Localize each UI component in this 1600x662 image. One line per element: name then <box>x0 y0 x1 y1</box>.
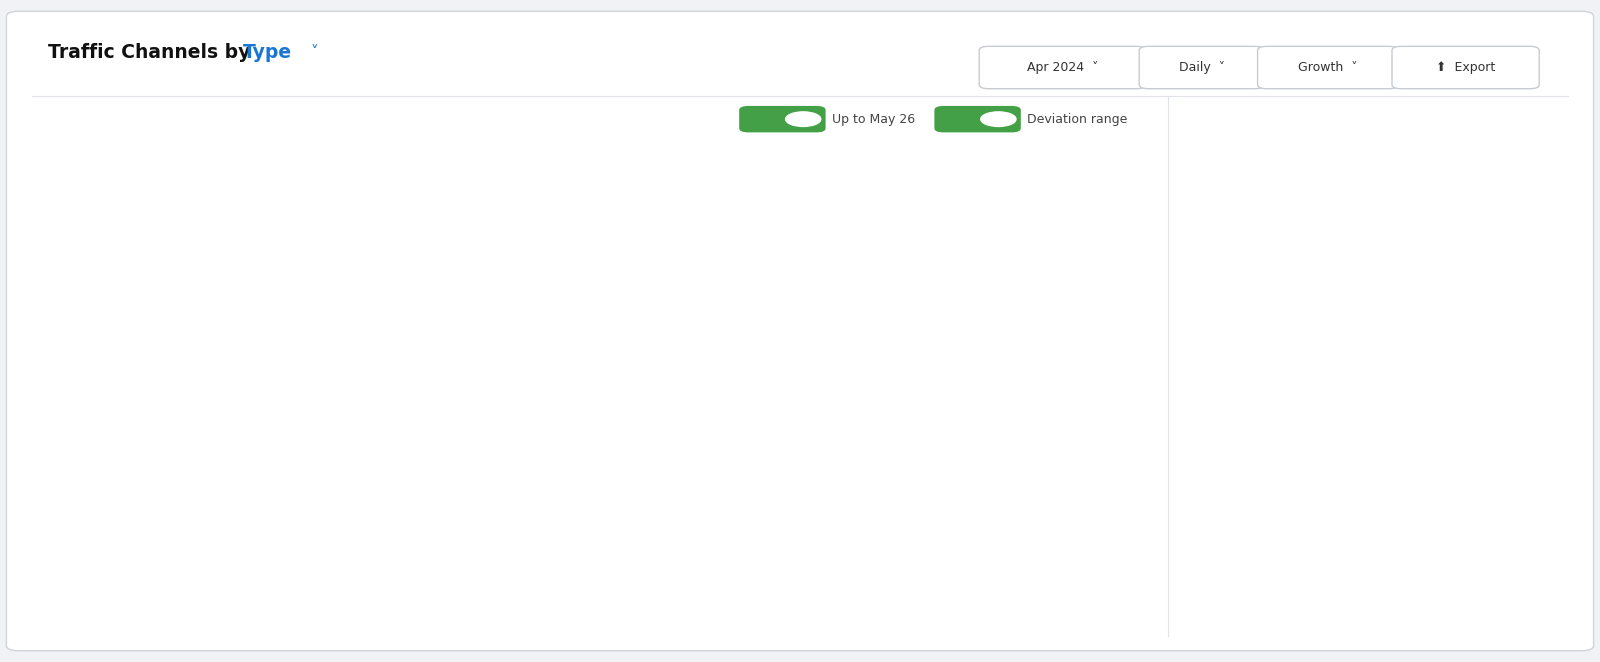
Circle shape <box>786 112 821 126</box>
Text: Paid Search: Paid Search <box>1240 333 1322 347</box>
Text: ˅: ˅ <box>310 46 318 60</box>
Text: ✓: ✓ <box>1202 283 1210 293</box>
Bar <box>1563 113 1568 132</box>
Text: 1.35%: 1.35% <box>1402 386 1446 400</box>
Text: 56.73%: 56.73% <box>1394 175 1446 189</box>
FancyBboxPatch shape <box>1392 46 1539 89</box>
Text: 4%: 4% <box>1424 228 1446 242</box>
FancyBboxPatch shape <box>739 106 826 132</box>
Text: 2.2M: 2.2M <box>1539 492 1573 506</box>
FancyBboxPatch shape <box>1187 219 1224 251</box>
Bar <box>1406 113 1422 132</box>
Text: Apr 2024  ˅: Apr 2024 ˅ <box>1027 61 1098 74</box>
Text: 134.3M: 134.3M <box>1522 175 1573 189</box>
Text: 0.21%: 0.21% <box>1402 439 1446 453</box>
Bar <box>1189 113 1406 132</box>
Circle shape <box>981 112 1016 126</box>
Text: Referral: Referral <box>1240 228 1296 242</box>
Text: ✓: ✓ <box>1202 335 1210 345</box>
Text: Traffic Channels by: Traffic Channels by <box>48 44 258 62</box>
Bar <box>1570 113 1573 132</box>
Text: Growth  ˅: Growth ˅ <box>1298 61 1358 74</box>
FancyBboxPatch shape <box>1139 46 1264 89</box>
Text: ✓: ✓ <box>1202 547 1210 557</box>
Text: 3.2M: 3.2M <box>1539 386 1573 400</box>
Text: Paid Social: Paid Social <box>1240 439 1315 453</box>
FancyBboxPatch shape <box>1187 378 1224 409</box>
FancyBboxPatch shape <box>1187 166 1224 198</box>
Text: Organic Social: Organic Social <box>1240 386 1341 400</box>
FancyBboxPatch shape <box>1187 483 1224 515</box>
Text: Apr 2024: Apr 2024 <box>1419 131 1483 145</box>
Text: Up to May 26: Up to May 26 <box>832 113 915 126</box>
Text: Daily  ˅: Daily ˅ <box>1179 61 1224 74</box>
FancyBboxPatch shape <box>1187 325 1224 356</box>
Text: Email: Email <box>1240 492 1280 506</box>
Text: ✓: ✓ <box>1202 177 1210 187</box>
Text: Type: Type <box>243 44 293 62</box>
FancyBboxPatch shape <box>6 11 1594 651</box>
Text: ✓: ✓ <box>1202 494 1210 504</box>
FancyBboxPatch shape <box>1187 272 1224 304</box>
Text: Deviation range: Deviation range <box>1027 113 1128 126</box>
Text: ✓: ✓ <box>1202 388 1210 398</box>
FancyBboxPatch shape <box>1187 430 1224 462</box>
Text: Organic Search: Organic Search <box>1240 281 1347 295</box>
Text: 32.88%: 32.88% <box>1394 281 1446 295</box>
Text: 77.9M: 77.9M <box>1530 281 1573 295</box>
FancyBboxPatch shape <box>1187 536 1224 568</box>
Text: 9.2M: 9.2M <box>1539 333 1573 347</box>
Text: Direct: Direct <box>1240 175 1282 189</box>
FancyBboxPatch shape <box>53 588 254 638</box>
Text: 9.5M: 9.5M <box>1539 228 1573 242</box>
Text: 494.1K: 494.1K <box>1525 439 1573 453</box>
FancyBboxPatch shape <box>1258 46 1398 89</box>
FancyBboxPatch shape <box>934 106 1021 132</box>
Text: 13.2K: 13.2K <box>1533 545 1573 559</box>
Text: ✓: ✓ <box>1202 230 1210 240</box>
Text: < 0.01%: < 0.01% <box>1386 545 1446 559</box>
Text: 0.92%: 0.92% <box>1402 492 1446 506</box>
FancyBboxPatch shape <box>979 46 1146 89</box>
Text: ✓: ✓ <box>1202 441 1210 451</box>
Bar <box>1549 113 1563 132</box>
Bar <box>1422 113 1549 132</box>
Text: View full report: View full report <box>101 606 206 620</box>
Text: 3.9%: 3.9% <box>1411 333 1446 347</box>
Text: Display Ads: Display Ads <box>1240 545 1322 559</box>
Text: 236.8M: 236.8M <box>1189 126 1339 160</box>
Text: ⬆  Export: ⬆ Export <box>1435 61 1496 74</box>
